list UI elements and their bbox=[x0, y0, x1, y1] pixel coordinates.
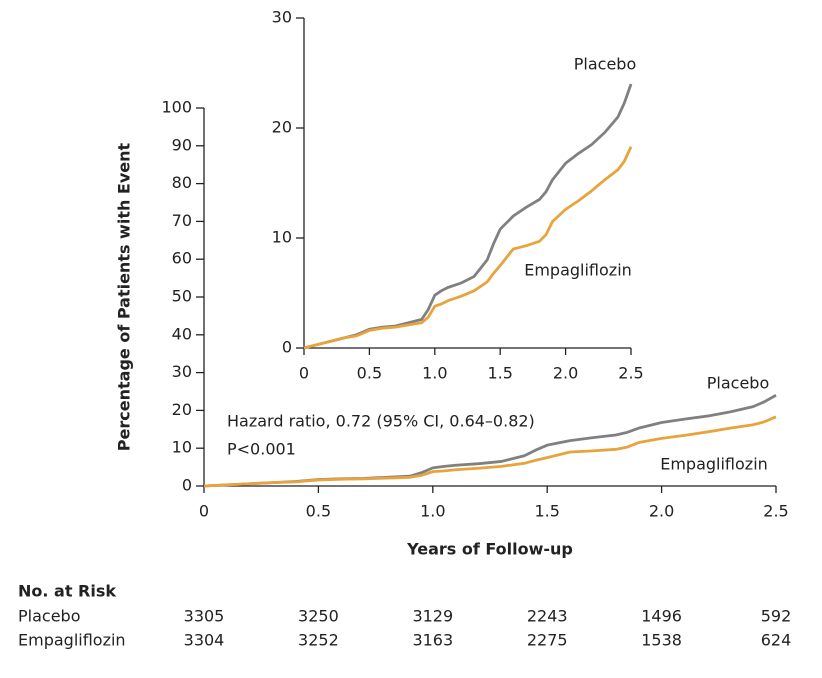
y-tick-label: 50 bbox=[172, 287, 192, 306]
y-tick-label: 0 bbox=[182, 476, 192, 495]
risk-value: 3129 bbox=[412, 607, 453, 626]
x-tick-label: 1.0 bbox=[420, 502, 445, 521]
x-tick-label: 2.5 bbox=[763, 502, 788, 521]
y-tick-label: 0 bbox=[282, 338, 292, 357]
y-tick-label: 20 bbox=[272, 118, 292, 137]
risk-table-title: No. at Risk bbox=[18, 582, 116, 601]
y-tick-label: 10 bbox=[172, 438, 192, 457]
risk-value: 3304 bbox=[184, 631, 225, 650]
risk-value: 592 bbox=[761, 607, 792, 626]
y-tick-label: 70 bbox=[172, 211, 192, 230]
y-tick-label: 30 bbox=[272, 8, 292, 27]
annotation: P<0.001 bbox=[227, 440, 296, 459]
x-tick-label: 2.5 bbox=[618, 364, 643, 383]
x-tick-label: 1.5 bbox=[534, 502, 559, 521]
x-tick-label: 0.5 bbox=[306, 502, 331, 521]
y-tick-label: 60 bbox=[172, 249, 192, 268]
x-axis-label: Years of Follow-up bbox=[406, 540, 573, 559]
series-label: Placebo bbox=[707, 374, 769, 393]
series-label: Empagliflozin bbox=[660, 455, 768, 474]
y-tick-label: 100 bbox=[161, 98, 192, 117]
risk-row-label: Empagliflozin bbox=[18, 631, 126, 650]
risk-row-label: Placebo bbox=[18, 607, 80, 626]
series-line bbox=[303, 83, 633, 350]
x-tick-label: 2.0 bbox=[553, 364, 578, 383]
risk-value: 2275 bbox=[527, 631, 568, 650]
y-tick-label: 10 bbox=[272, 228, 292, 247]
risk-value: 1538 bbox=[641, 631, 682, 650]
y-axis-label: Percentage of Patients with Event bbox=[115, 142, 134, 451]
y-tick-label: 80 bbox=[172, 173, 192, 192]
risk-value: 2243 bbox=[527, 607, 568, 626]
x-tick-label: 0 bbox=[199, 502, 209, 521]
series-line bbox=[303, 146, 633, 350]
risk-value: 3252 bbox=[298, 631, 339, 650]
risk-value: 3305 bbox=[184, 607, 225, 626]
series-line bbox=[203, 415, 777, 488]
x-tick-label: 2.0 bbox=[649, 502, 674, 521]
x-tick-label: 0 bbox=[299, 364, 309, 383]
risk-value: 624 bbox=[761, 631, 792, 650]
x-tick-label: 1.0 bbox=[422, 364, 447, 383]
annotation: Hazard ratio, 0.72 (95% CI, 0.64–0.82) bbox=[227, 412, 535, 431]
series-label: Placebo bbox=[574, 55, 636, 74]
y-tick-label: 30 bbox=[172, 362, 192, 381]
risk-value: 3250 bbox=[298, 607, 339, 626]
risk-value: 1496 bbox=[641, 607, 682, 626]
series-label: Empagliflozin bbox=[524, 261, 632, 280]
x-tick-label: 1.5 bbox=[487, 364, 512, 383]
y-tick-label: 40 bbox=[172, 324, 192, 343]
risk-value: 3163 bbox=[412, 631, 453, 650]
x-tick-label: 0.5 bbox=[357, 364, 382, 383]
y-tick-label: 90 bbox=[172, 135, 192, 154]
y-tick-label: 20 bbox=[172, 400, 192, 419]
